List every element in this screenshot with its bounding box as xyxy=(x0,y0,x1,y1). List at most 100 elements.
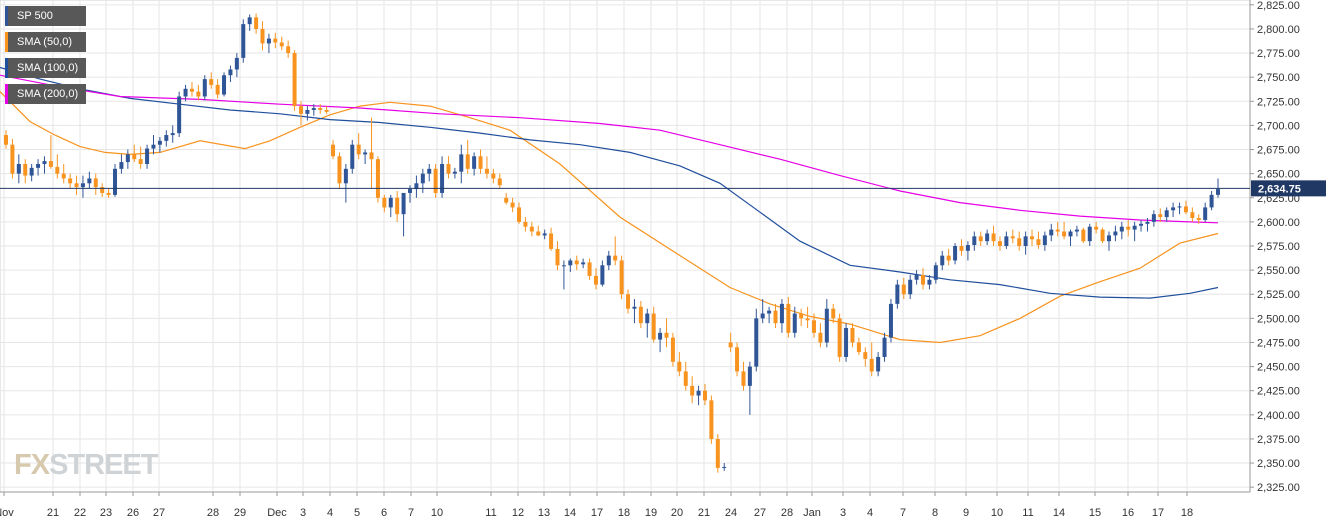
candle xyxy=(1010,229,1015,244)
candle-body xyxy=(1209,194,1214,208)
candle-body xyxy=(888,303,893,338)
candle-body xyxy=(1151,214,1156,222)
x-tick-label: 23 xyxy=(100,507,112,519)
candle-body xyxy=(446,164,451,174)
candle-body xyxy=(48,161,53,167)
candle-body xyxy=(747,366,752,386)
candle xyxy=(747,361,752,415)
candle xyxy=(363,149,368,164)
candle-body xyxy=(818,332,823,343)
x-tick-label: 21 xyxy=(698,507,710,519)
candle xyxy=(202,75,207,101)
candle xyxy=(664,318,669,348)
candle xyxy=(401,192,406,237)
candle xyxy=(132,144,137,163)
candle xyxy=(209,72,214,89)
candle xyxy=(510,197,515,213)
candle xyxy=(196,84,201,101)
candle-body xyxy=(882,337,887,357)
candle-body xyxy=(946,255,951,261)
candle-body xyxy=(510,202,515,208)
candle-body xyxy=(228,69,233,76)
candle-body xyxy=(1068,231,1073,237)
candle xyxy=(523,217,528,232)
candle xyxy=(921,268,926,290)
candle xyxy=(606,250,611,271)
candle xyxy=(369,117,374,189)
candle xyxy=(87,171,92,189)
candle-body xyxy=(1036,239,1041,246)
candle xyxy=(542,229,547,240)
candle xyxy=(600,260,605,287)
candle-body xyxy=(651,313,656,340)
candle xyxy=(222,72,227,97)
candle xyxy=(593,268,598,290)
candle xyxy=(170,125,175,143)
candle xyxy=(933,262,938,284)
candle-body xyxy=(908,279,913,295)
candle-body xyxy=(812,320,816,333)
candle xyxy=(1036,231,1041,249)
candle xyxy=(568,258,573,273)
candle-body xyxy=(581,262,586,265)
candle xyxy=(965,241,970,261)
candle xyxy=(574,255,579,271)
candle xyxy=(80,175,85,198)
candle-body xyxy=(895,284,900,304)
candle-body xyxy=(132,154,137,160)
candle xyxy=(414,175,419,198)
candle-body xyxy=(850,328,855,343)
sma-line-1 xyxy=(0,66,1219,299)
candle-body xyxy=(375,159,380,198)
candle-body xyxy=(1106,235,1111,242)
candle-body xyxy=(523,221,528,227)
candle-body xyxy=(202,79,207,97)
x-tick-label: 4 xyxy=(867,507,873,519)
candle xyxy=(1004,231,1009,249)
x-tick-label: 22 xyxy=(74,507,86,519)
candle-body xyxy=(715,438,720,468)
candle-body xyxy=(1030,236,1035,240)
candle-body xyxy=(702,390,707,401)
candle xyxy=(331,139,336,160)
candle-body xyxy=(638,306,643,324)
candle xyxy=(1017,231,1022,251)
candle xyxy=(1119,221,1124,240)
candle-body xyxy=(914,274,919,280)
candle xyxy=(465,139,470,174)
legend-swatch xyxy=(5,84,8,104)
candle-body xyxy=(863,352,868,359)
candle-body xyxy=(844,328,849,357)
candle-body xyxy=(1055,229,1060,232)
candle xyxy=(728,332,733,353)
candle-body xyxy=(1203,207,1208,220)
x-tick-label: 10 xyxy=(991,507,1003,519)
candle xyxy=(234,53,239,78)
candle xyxy=(119,154,124,174)
candle-body xyxy=(433,168,438,193)
candle-body xyxy=(600,265,605,285)
candle xyxy=(850,323,855,348)
y-tick-label: 2,775.00 xyxy=(1257,48,1300,60)
candle-body xyxy=(87,178,92,184)
candle-body xyxy=(677,361,682,372)
candle xyxy=(215,79,220,99)
x-tick-label: 15 xyxy=(1089,507,1101,519)
candle xyxy=(792,306,797,338)
candle-body xyxy=(459,154,464,172)
legend-item: SMA (50,0) xyxy=(5,32,87,52)
candle-body xyxy=(593,275,598,285)
candle xyxy=(1106,231,1111,251)
candle-body xyxy=(728,342,733,348)
candle xyxy=(985,229,990,246)
candle xyxy=(863,347,868,367)
candle-body xyxy=(1145,221,1150,224)
candle-body xyxy=(388,197,393,208)
candle xyxy=(145,144,150,169)
candle xyxy=(228,65,233,82)
candle xyxy=(1196,214,1201,224)
candle xyxy=(292,50,297,111)
candle xyxy=(690,376,695,404)
candle-body xyxy=(1177,206,1182,208)
candle-body xyxy=(722,466,727,468)
